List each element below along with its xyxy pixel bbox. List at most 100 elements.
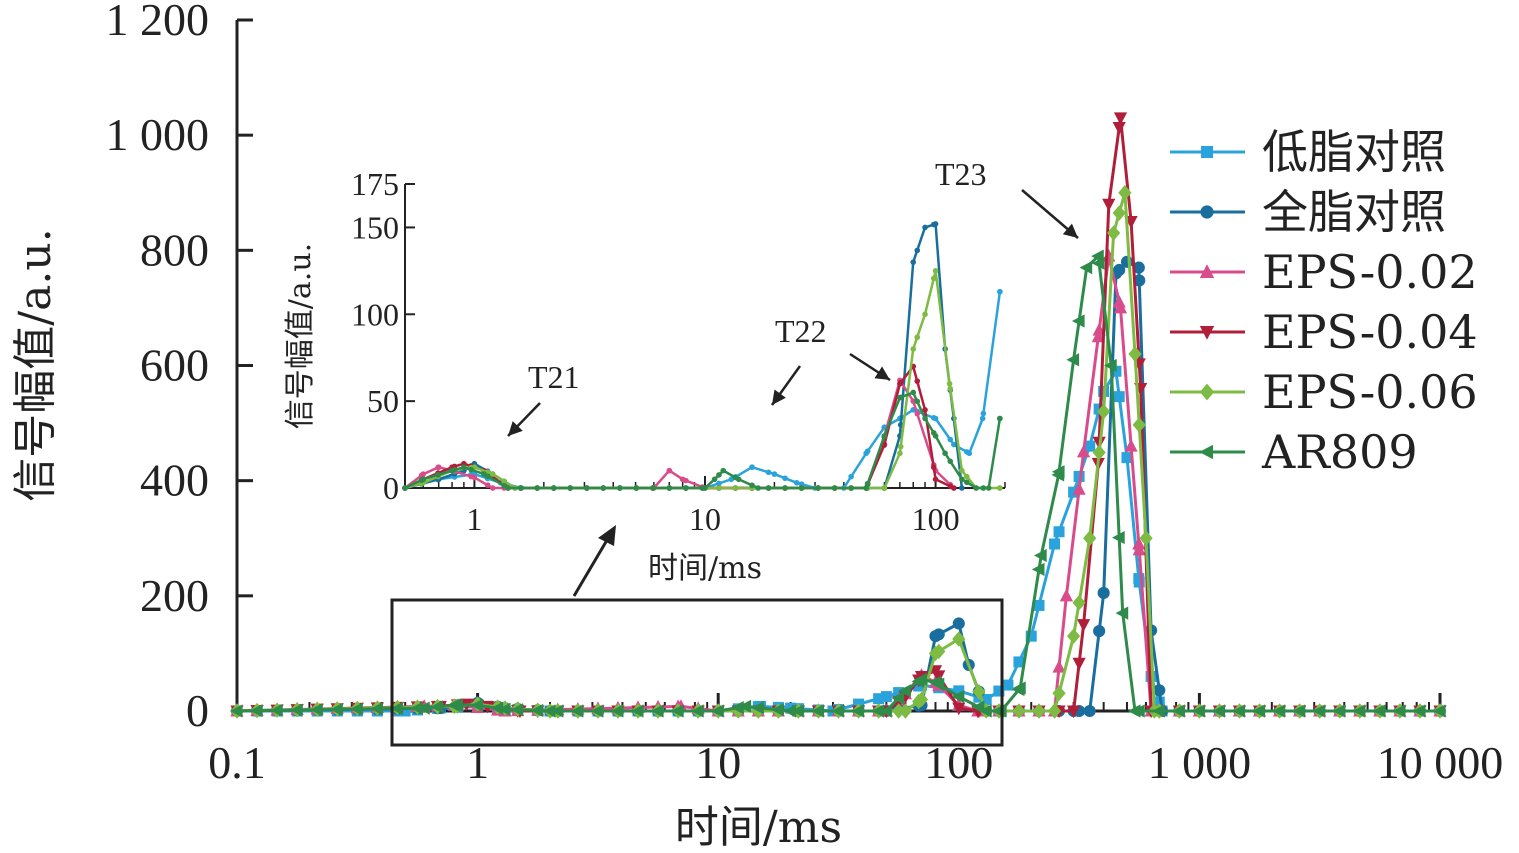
data-point	[952, 702, 966, 716]
data-point	[972, 683, 986, 700]
inset-data-point	[550, 485, 557, 491]
data-point	[1132, 536, 1146, 550]
data-point	[1107, 225, 1121, 241]
inset-data-point	[782, 475, 788, 482]
data-point	[1079, 261, 1093, 275]
inset-data-point	[881, 433, 888, 439]
inset-data-point	[959, 467, 965, 474]
legend-item-1: 全脂对照	[1170, 185, 1446, 239]
data-point	[1068, 486, 1080, 498]
annotation-t23-arrow-head	[1062, 223, 1078, 238]
inset-data-point	[666, 467, 673, 474]
x-tick-label: 0.1	[208, 737, 266, 788]
data-point	[1113, 300, 1128, 314]
data-point	[1292, 704, 1306, 718]
data-point	[791, 704, 804, 718]
data-point	[1112, 205, 1126, 221]
data-point	[510, 703, 524, 717]
inset-data-point	[617, 485, 623, 491]
data-point	[1192, 704, 1205, 718]
inset-data-point	[947, 385, 954, 392]
data-point	[229, 704, 243, 718]
data-point	[1091, 329, 1105, 343]
data-point	[1059, 588, 1073, 602]
inset-data-point	[484, 482, 491, 488]
data-point	[542, 704, 556, 718]
inset-series-line	[404, 391, 1002, 490]
data-point	[370, 702, 383, 716]
legend-label: 低脂对照	[1262, 125, 1446, 179]
data-point	[771, 703, 784, 717]
data-point	[1092, 444, 1106, 461]
data-point	[570, 704, 584, 718]
main-plot-area	[229, 112, 1447, 719]
data-point	[1128, 346, 1142, 362]
inset-data-point	[471, 474, 478, 481]
inset-data-point	[881, 485, 888, 491]
inset-data-point	[959, 485, 965, 491]
data-point	[1012, 703, 1026, 719]
y-tick-label: 1 200	[106, 0, 210, 45]
inset-data-point	[863, 485, 869, 491]
data-point	[1432, 704, 1446, 718]
data-point	[1047, 703, 1062, 719]
data-point	[751, 701, 764, 715]
data-point	[670, 704, 684, 718]
data-point	[1076, 444, 1091, 458]
data-point	[891, 691, 905, 705]
inset-data-point	[420, 471, 427, 477]
inset-y-tick-label: 175	[351, 166, 399, 202]
x-tick-label: 10 000	[1377, 737, 1504, 788]
data-point	[1372, 704, 1386, 718]
inset-plot-area	[402, 221, 1003, 491]
inset-data-point	[683, 477, 689, 484]
y-tick-label: 0	[186, 685, 209, 736]
inset-data-point	[505, 485, 511, 491]
data-point	[1066, 353, 1080, 367]
data-point	[1072, 594, 1086, 611]
data-point	[1052, 660, 1066, 673]
data-point	[731, 701, 744, 715]
legend-label: AR809	[1261, 425, 1418, 479]
data-point	[1120, 255, 1134, 268]
data-point	[1132, 417, 1146, 433]
inset-data-point	[567, 485, 574, 491]
data-point	[952, 617, 965, 630]
inset-data-point	[947, 458, 954, 465]
data-point	[1084, 440, 1096, 452]
data-point	[1083, 704, 1096, 718]
inset-data-point	[897, 394, 904, 401]
data-point	[1152, 704, 1165, 718]
data-point	[1232, 704, 1245, 718]
inset-data-point	[702, 485, 708, 491]
inset-data-point	[749, 482, 755, 489]
inset-data-point	[930, 275, 937, 282]
data-point	[931, 677, 945, 691]
data-point	[1199, 326, 1215, 340]
data-point	[1153, 684, 1166, 697]
data-point	[993, 685, 1005, 697]
inset-data-point	[973, 485, 979, 491]
inset-series-5	[402, 389, 1003, 491]
data-point	[470, 698, 484, 712]
data-point	[932, 643, 946, 660]
data-point	[1153, 696, 1165, 708]
data-point	[350, 702, 363, 716]
inset-data-point	[650, 485, 656, 491]
inset-data-point	[716, 485, 722, 491]
data-point	[980, 693, 992, 705]
data-point	[610, 704, 624, 718]
legend-label: EPS-0.04	[1262, 305, 1478, 359]
data-point	[1124, 438, 1138, 452]
inset-data-point	[683, 485, 689, 491]
inset-data-point	[914, 378, 921, 384]
inset-data-point	[922, 407, 928, 413]
inset-y-tick-label: 100	[351, 296, 399, 332]
data-point	[1097, 586, 1110, 600]
inset-data-point	[420, 476, 427, 483]
data-point	[1201, 146, 1213, 158]
inset-data-point	[711, 476, 718, 483]
data-point	[399, 705, 411, 717]
annotation-t23: T23	[935, 156, 987, 192]
